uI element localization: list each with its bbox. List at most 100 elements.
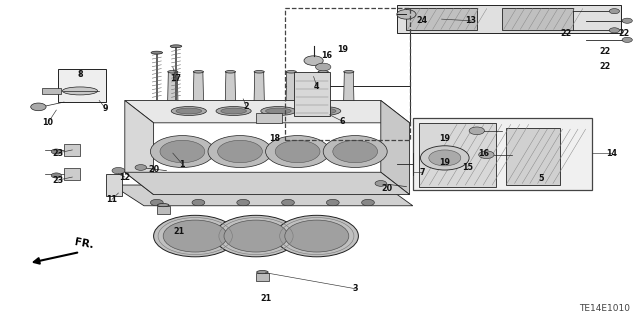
Text: 22: 22: [561, 29, 572, 38]
FancyBboxPatch shape: [419, 123, 496, 187]
Circle shape: [154, 215, 237, 257]
Circle shape: [51, 149, 61, 154]
Circle shape: [275, 140, 320, 163]
Ellipse shape: [306, 107, 341, 115]
Text: 9: 9: [103, 104, 108, 113]
Text: 24: 24: [417, 16, 428, 25]
Circle shape: [163, 220, 227, 252]
Ellipse shape: [168, 70, 178, 73]
FancyBboxPatch shape: [413, 118, 592, 190]
Circle shape: [609, 28, 620, 33]
Ellipse shape: [318, 70, 328, 73]
FancyBboxPatch shape: [157, 206, 170, 214]
Text: 11: 11: [106, 195, 118, 204]
Text: 2: 2: [244, 102, 249, 111]
Ellipse shape: [170, 45, 182, 48]
Circle shape: [214, 215, 298, 257]
Ellipse shape: [157, 204, 169, 207]
Circle shape: [323, 136, 387, 167]
Ellipse shape: [151, 51, 163, 54]
Ellipse shape: [257, 271, 268, 274]
Text: 16: 16: [321, 51, 332, 60]
Ellipse shape: [193, 70, 204, 73]
Polygon shape: [344, 72, 354, 100]
Circle shape: [135, 165, 147, 170]
FancyBboxPatch shape: [42, 88, 61, 94]
Circle shape: [112, 167, 125, 174]
Text: 13: 13: [465, 16, 476, 25]
Circle shape: [375, 181, 387, 186]
Ellipse shape: [344, 70, 354, 73]
Text: 19: 19: [439, 158, 451, 167]
Text: 12: 12: [119, 173, 131, 182]
Ellipse shape: [254, 70, 264, 73]
Text: 17: 17: [170, 74, 182, 83]
Circle shape: [326, 199, 339, 206]
Circle shape: [218, 140, 262, 163]
FancyBboxPatch shape: [294, 72, 330, 116]
Text: 22: 22: [599, 63, 611, 71]
Polygon shape: [286, 72, 296, 100]
Ellipse shape: [63, 87, 97, 95]
FancyBboxPatch shape: [64, 144, 80, 156]
Circle shape: [285, 220, 349, 252]
Text: 23: 23: [52, 176, 63, 185]
Circle shape: [237, 199, 250, 206]
Circle shape: [304, 56, 323, 65]
Text: 15: 15: [461, 163, 473, 172]
Ellipse shape: [261, 107, 296, 115]
Text: 21: 21: [260, 294, 271, 303]
Circle shape: [469, 127, 484, 135]
Circle shape: [282, 199, 294, 206]
Circle shape: [420, 146, 469, 170]
FancyBboxPatch shape: [106, 174, 122, 196]
Circle shape: [192, 199, 205, 206]
Text: 7: 7: [420, 168, 425, 177]
Circle shape: [31, 103, 46, 111]
Polygon shape: [125, 100, 154, 195]
Text: 19: 19: [337, 45, 348, 54]
Polygon shape: [125, 172, 410, 195]
Text: 3: 3: [353, 284, 358, 293]
Polygon shape: [112, 185, 413, 206]
Circle shape: [397, 10, 416, 19]
Circle shape: [224, 220, 288, 252]
Circle shape: [266, 136, 330, 167]
FancyBboxPatch shape: [58, 69, 106, 102]
Text: 8: 8: [77, 70, 83, 79]
Polygon shape: [397, 5, 621, 33]
Polygon shape: [125, 100, 410, 123]
Text: 4: 4: [314, 82, 319, 91]
Text: 19: 19: [439, 134, 451, 143]
Circle shape: [429, 150, 461, 166]
Text: 22: 22: [599, 47, 611, 56]
FancyBboxPatch shape: [256, 273, 269, 281]
FancyBboxPatch shape: [256, 113, 282, 123]
Text: 5: 5: [538, 174, 543, 183]
Text: 18: 18: [269, 134, 281, 143]
Ellipse shape: [176, 108, 202, 114]
Text: 14: 14: [605, 149, 617, 158]
Ellipse shape: [310, 108, 336, 114]
Text: 6: 6: [340, 117, 345, 126]
FancyBboxPatch shape: [502, 8, 573, 30]
FancyBboxPatch shape: [506, 128, 560, 185]
Text: 1: 1: [180, 160, 185, 169]
Circle shape: [150, 136, 214, 167]
Text: 23: 23: [52, 149, 63, 158]
Text: 20: 20: [381, 184, 393, 193]
Circle shape: [51, 173, 61, 178]
Text: 22: 22: [618, 29, 630, 38]
Circle shape: [362, 199, 374, 206]
Text: 10: 10: [42, 118, 54, 127]
Circle shape: [479, 151, 494, 159]
Ellipse shape: [221, 108, 246, 114]
FancyBboxPatch shape: [64, 168, 80, 180]
Circle shape: [316, 63, 331, 71]
Circle shape: [609, 9, 620, 14]
Circle shape: [160, 140, 205, 163]
Circle shape: [622, 37, 632, 42]
Text: TE14E1010: TE14E1010: [579, 304, 630, 313]
Circle shape: [150, 199, 163, 206]
Polygon shape: [318, 72, 328, 100]
